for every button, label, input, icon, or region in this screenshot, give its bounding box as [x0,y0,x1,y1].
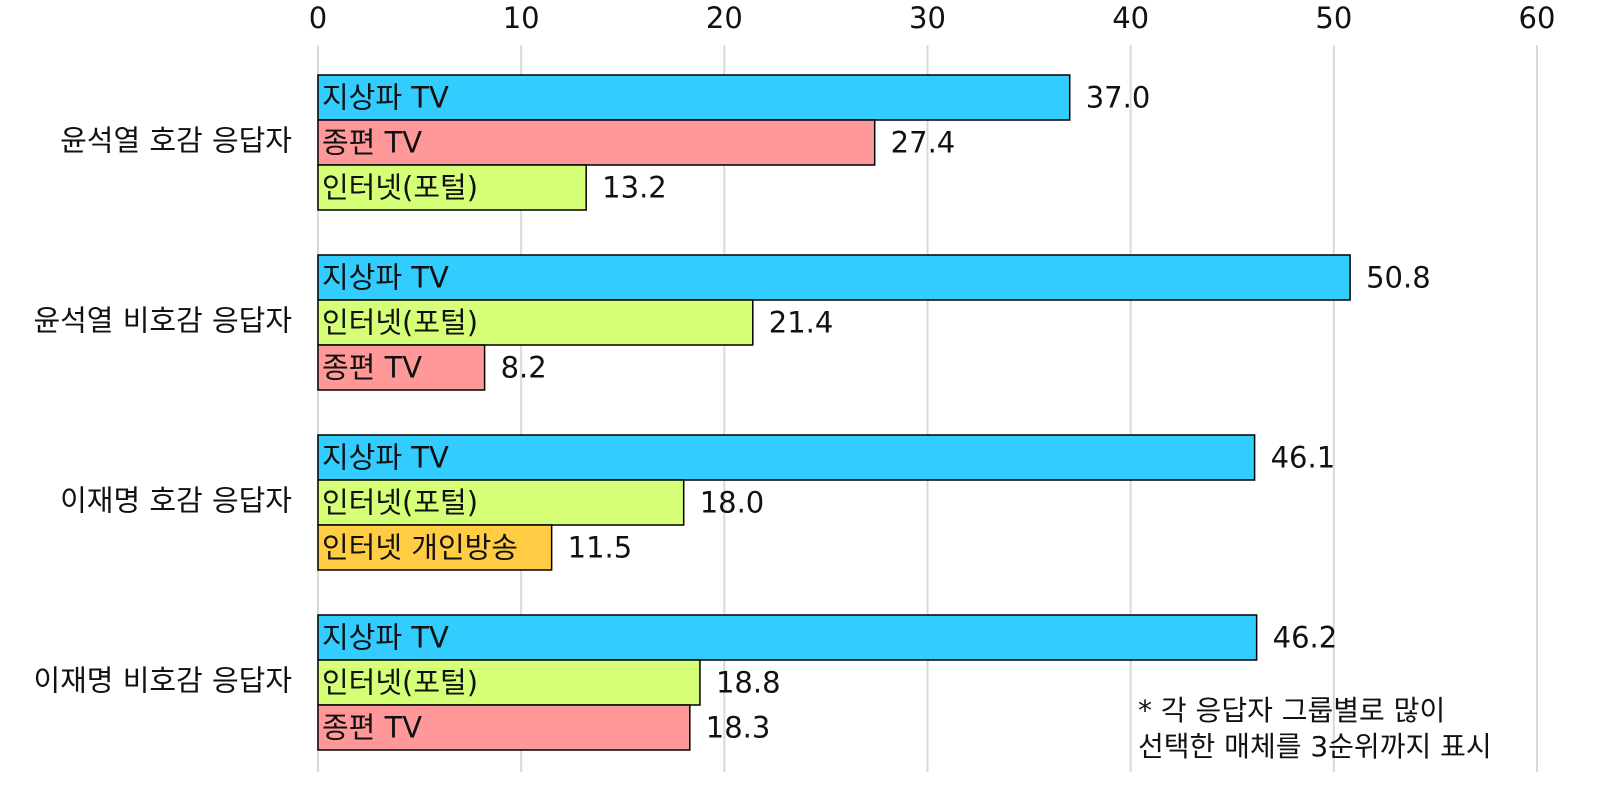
bar [317,344,486,391]
bar [317,119,876,166]
x-tick-label: 60 [1519,1,1556,35]
value-label: 13.2 [602,171,667,205]
category-label: 이재명 비호감 응답자 [33,664,292,698]
x-tick-label: 10 [503,1,540,35]
x-tick-label: 20 [706,1,743,35]
category-label: 윤석열 비호감 응답자 [33,304,292,338]
bar-name: 지상파 TV [322,81,449,115]
bar [317,164,587,211]
category-label: 윤석열 호감 응답자 [60,124,292,158]
bar-name: 지상파 TV [322,441,449,475]
value-label: 8.2 [501,351,547,385]
bar [317,254,1351,301]
annotation: 선택한 매체를 3순위까지 표시 [1138,730,1492,763]
bar [317,614,1258,661]
x-tick-label: 50 [1315,1,1352,35]
bar-name: 인터넷(포털) [322,171,478,205]
bar [317,479,685,526]
value-label: 27.4 [891,126,956,160]
value-label: 18.3 [706,711,771,745]
value-label: 21.4 [769,306,834,340]
value-label: 37.0 [1086,81,1151,115]
bar [317,299,754,346]
bar-name: 인터넷 개인방송 [322,531,518,565]
value-label: 46.2 [1273,621,1338,655]
bar [317,704,691,751]
bar-name: 인터넷(포털) [322,666,478,700]
bar-name: 지상파 TV [322,261,449,295]
x-tick-label: 0 [309,1,327,35]
bar-name: 인터넷(포털) [322,306,478,340]
x-tick-label: 30 [909,1,946,35]
value-label: 50.8 [1366,261,1431,295]
value-label: 46.1 [1271,441,1336,475]
value-label: 18.8 [716,666,781,700]
bar [317,659,701,706]
bar-name: 종편 TV [322,126,422,160]
bar-name: 인터넷(포털) [322,486,478,520]
bar-name: 종편 TV [322,351,422,385]
bar [317,434,1256,481]
value-label: 18.0 [700,486,765,520]
bar-name: 지상파 TV [322,621,449,655]
value-label: 11.5 [568,531,633,565]
bar-name: 종편 TV [322,711,422,745]
x-tick-label: 40 [1112,1,1149,35]
category-label: 이재명 호감 응답자 [60,484,292,518]
bar [317,524,553,571]
annotation: * 각 응답자 그룹별로 많이 [1138,694,1445,727]
